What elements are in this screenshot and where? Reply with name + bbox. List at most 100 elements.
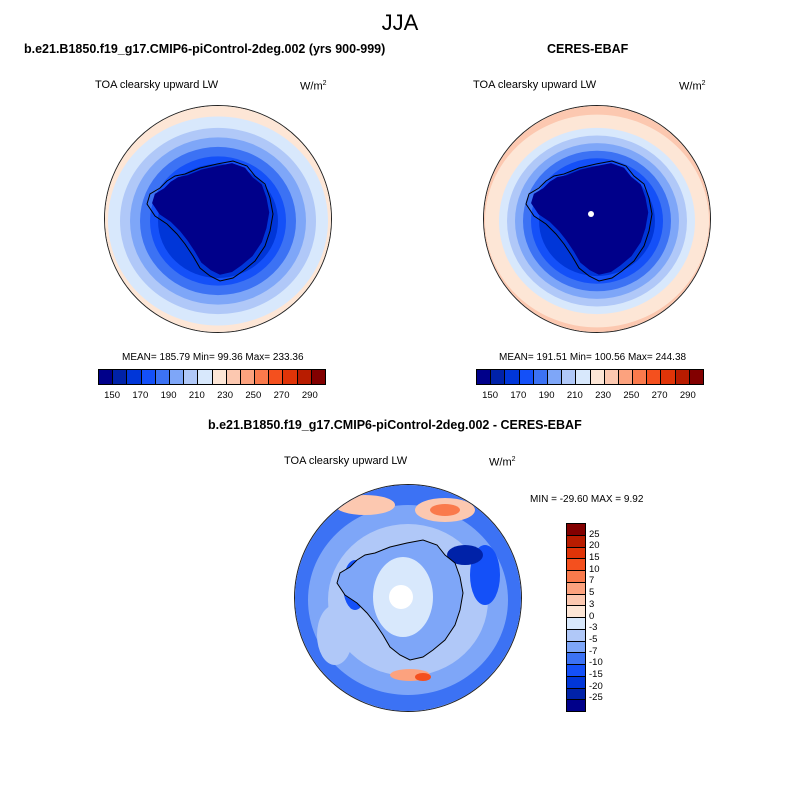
colorbar-box xyxy=(567,547,585,560)
colorbar-box xyxy=(647,370,662,384)
colorbar-box xyxy=(590,370,605,384)
colorbar-box xyxy=(567,618,585,630)
colorbar-box xyxy=(283,370,298,384)
colorbar-tick-label: 7 xyxy=(589,575,595,587)
colorbar-tick-label: -10 xyxy=(589,657,603,669)
panel1-units: W/m2 xyxy=(300,80,327,93)
colorbar-box xyxy=(567,665,585,677)
colorbar-tick-label: 0 xyxy=(589,610,595,622)
colorbar-tick-label: -3 xyxy=(589,622,598,634)
colorbar-tick-label: 190 xyxy=(160,390,177,401)
colorbar-box xyxy=(567,582,585,595)
colorbar-tick-label: -15 xyxy=(589,668,603,680)
figure-title: JJA xyxy=(381,10,419,35)
panel3-title: b.e21.B1850.f19_g17.CMIP6-piControl-2deg… xyxy=(208,418,582,432)
colorbar-tick-label: 10 xyxy=(589,563,600,575)
panel3-units: W/m2 xyxy=(489,456,516,469)
colorbar-box xyxy=(567,559,585,571)
colorbar-tick-label: -25 xyxy=(589,692,603,704)
panel2-units: W/m2 xyxy=(679,80,706,93)
panel3-variable: TOA clearsky upward LW xyxy=(284,455,408,467)
anomaly-blob xyxy=(430,504,460,516)
colorbar-tick-label: 270 xyxy=(651,390,668,401)
colorbar-tick-label: -20 xyxy=(589,680,603,692)
missing-data-spot xyxy=(588,211,594,217)
colorbar-box xyxy=(562,370,577,384)
colorbar-box xyxy=(113,370,128,384)
panel2-variable: TOA clearsky upward LW xyxy=(473,79,597,91)
colorbar-box xyxy=(141,370,156,384)
panel1-polar-map xyxy=(104,105,332,333)
colorbar-box xyxy=(533,370,548,384)
colorbar-tick-label: 270 xyxy=(273,390,290,401)
colorbar-tick-label: 20 xyxy=(589,540,600,552)
colorbar-box xyxy=(198,370,213,384)
colorbar-box xyxy=(576,370,591,384)
panel1-stats: MEAN= 185.79 Min= 99.36 Max= 233.36 xyxy=(122,352,304,363)
colorbar-box xyxy=(567,571,585,583)
colorbar-box xyxy=(675,370,690,384)
colorbar-box xyxy=(567,594,585,607)
colorbar-box xyxy=(567,629,585,642)
colorbar-box xyxy=(519,370,534,384)
colorbar-box xyxy=(240,370,256,384)
colorbar-box xyxy=(567,641,585,654)
anomaly-blob xyxy=(389,585,413,609)
colorbar-box xyxy=(127,370,142,384)
colorbar-box xyxy=(297,370,312,384)
colorbar-tick-label: -5 xyxy=(589,633,598,645)
panel2-polar-map xyxy=(483,105,711,333)
colorbar-tick-label: 230 xyxy=(217,390,233,401)
antarctica-coastline xyxy=(336,539,464,661)
antarctica-coastline xyxy=(146,160,274,282)
colorbar-box xyxy=(505,370,520,384)
colorbar-tick-label: 170 xyxy=(510,390,527,401)
colorbar-tick-label: 190 xyxy=(538,390,555,401)
panel3-colorbar xyxy=(566,523,586,712)
colorbar-tick-label: 290 xyxy=(301,390,318,401)
colorbar-box xyxy=(567,676,585,689)
colorbar-tick-label: 170 xyxy=(132,390,149,401)
anomaly-blob xyxy=(415,673,431,681)
colorbar-box xyxy=(604,370,619,384)
colorbar-tick-label: 250 xyxy=(623,390,640,401)
colorbar-box xyxy=(567,700,585,711)
colorbar-box xyxy=(269,370,284,384)
colorbar-box xyxy=(547,370,563,384)
colorbar-box xyxy=(567,524,585,536)
colorbar-box xyxy=(155,370,170,384)
colorbar-box xyxy=(567,653,585,665)
colorbar-tick-label: 3 xyxy=(589,598,595,610)
panel3-polar-map xyxy=(294,484,522,712)
colorbar-tick-label: 150 xyxy=(482,390,498,401)
panel1-variable: TOA clearsky upward LW xyxy=(95,79,219,91)
ice-sheet-field xyxy=(531,163,649,275)
colorbar-tick-label: -7 xyxy=(589,645,598,657)
colorbar-box xyxy=(618,370,634,384)
colorbar-box xyxy=(99,370,114,384)
anomaly-blob xyxy=(335,495,395,515)
colorbar-box xyxy=(226,370,241,384)
antarctica-coastline xyxy=(525,160,653,282)
panel3-stats: MIN = -29.60 MAX = 9.92 xyxy=(530,494,644,505)
colorbar-tick-label: 250 xyxy=(245,390,262,401)
colorbar-box xyxy=(661,370,676,384)
colorbar-tick-label: 150 xyxy=(104,390,120,401)
colorbar-box xyxy=(169,370,185,384)
colorbar-box xyxy=(184,370,199,384)
colorbar-tick-label: 210 xyxy=(188,390,205,401)
panel2-title: CERES-EBAF xyxy=(547,42,629,56)
colorbar-tick-label: 290 xyxy=(679,390,696,401)
colorbar-box xyxy=(212,370,227,384)
panel1-title: b.e21.B1850.f19_g17.CMIP6-piControl-2deg… xyxy=(24,42,386,56)
colorbar-box xyxy=(311,370,325,384)
colorbar-box xyxy=(477,370,492,384)
colorbar-box xyxy=(567,535,585,548)
colorbar-box xyxy=(491,370,506,384)
anomaly-blob xyxy=(447,545,483,565)
panel2-stats: MEAN= 191.51 Min= 100.56 Max= 244.38 xyxy=(499,352,687,363)
colorbar-tick-label: 230 xyxy=(595,390,611,401)
anomaly-blob xyxy=(317,605,353,665)
colorbar-tick-label: 15 xyxy=(589,552,600,564)
